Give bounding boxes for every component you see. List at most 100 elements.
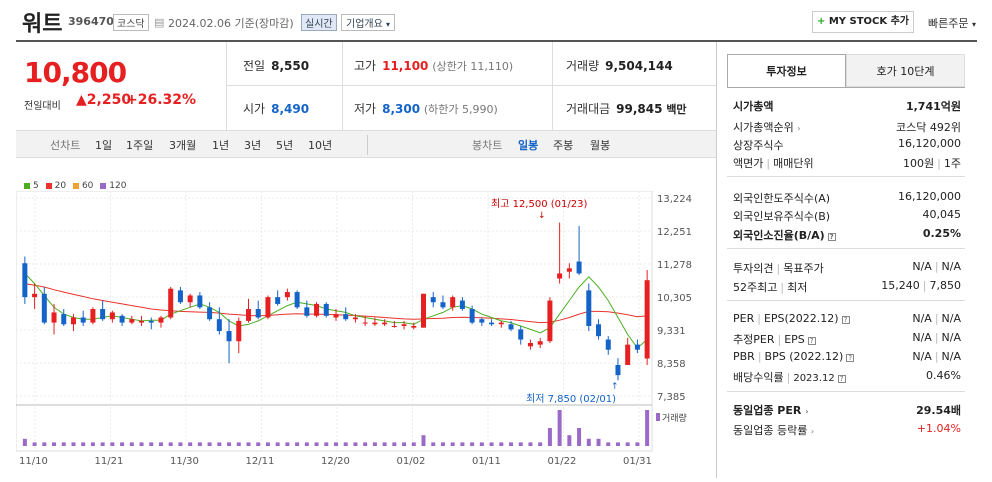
change-percent: +26.32% — [126, 92, 197, 108]
tab-invest-info[interactable]: 투자정보 — [727, 54, 846, 87]
volume-bar — [577, 428, 582, 446]
info-tabs: 투자정보 호가 10단계 — [727, 54, 965, 87]
period-3m[interactable]: 3개월 — [169, 139, 197, 152]
mcap-rank-label: 시가총액순위 — [733, 121, 794, 134]
mystock-add-button[interactable]: + MY STOCK 추가 — [812, 11, 914, 33]
candle-body — [168, 288, 174, 318]
help-icon[interactable]: ? — [841, 316, 850, 324]
candle-body — [284, 292, 290, 298]
x-tick-label: 11/10 — [19, 456, 48, 467]
candle-body — [557, 273, 563, 279]
period-5y[interactable]: 5년 — [276, 139, 294, 152]
candle-chart[interactable]: 13,224 12,251 11,278 10,305 9,331 8,358 7,385 1… — [15, 190, 716, 478]
tab-order-book[interactable]: 호가 10단계 — [846, 54, 965, 87]
volume-bar — [431, 442, 436, 446]
y-tick-label: 12,251 — [657, 227, 692, 238]
volume-bar — [236, 442, 241, 446]
candle-daily[interactable]: 일봉 — [518, 139, 539, 152]
volume-bar — [586, 438, 591, 446]
volume-value: 9,504,144 — [605, 59, 673, 73]
prev-close-label: 전일 — [243, 59, 266, 73]
candle-body — [498, 322, 504, 325]
foreign-hold-label: 외국인보유주식수(B) — [733, 210, 831, 223]
volume-bar — [265, 442, 270, 446]
candle-body — [352, 317, 358, 320]
volume-bar — [42, 442, 47, 446]
candle-body — [527, 342, 533, 347]
x-tick-label: 01/22 — [548, 456, 577, 467]
candle-monthly[interactable]: 월봉 — [590, 139, 611, 152]
period-3y[interactable]: 3년 — [244, 139, 262, 152]
candle-weekly[interactable]: 주봉 — [553, 139, 574, 152]
amount-value: 99,845 — [616, 102, 663, 116]
period-1w[interactable]: 1주일 — [126, 139, 154, 152]
low-price: 저가 8,300 (하한가 5,990) — [354, 100, 498, 117]
up-triangle-icon: ▲ — [76, 92, 87, 108]
help-icon[interactable]: ? — [837, 375, 846, 383]
bps-label: BPS (2022.12) — [764, 350, 844, 363]
y-tick-label: 11,278 — [657, 260, 692, 271]
market-cap-label: 시가총액 — [733, 100, 774, 113]
target-value: N/A — [941, 260, 961, 273]
market-badge: 코스닥 — [113, 14, 149, 31]
candle-body — [586, 290, 592, 326]
help-icon[interactable]: ? — [846, 354, 855, 362]
candle-body — [197, 295, 203, 308]
candle-body — [158, 317, 164, 323]
mystock-label: MY STOCK 추가 — [828, 16, 910, 27]
high-value: 11,100 — [382, 59, 429, 73]
divider — [727, 391, 965, 392]
foreign-ratio-label: 외국인소진율(B/A) — [733, 229, 825, 242]
stock-code: 396470 — [68, 15, 114, 28]
candle-body — [294, 292, 300, 308]
x-tick-label: 01/31 — [623, 456, 652, 467]
candle-body — [625, 344, 631, 365]
legend-swatch — [72, 182, 79, 189]
volume-bar — [90, 442, 95, 446]
help-icon[interactable]: ? — [827, 233, 836, 241]
volume-bar — [518, 442, 523, 446]
volume-bar — [411, 442, 416, 446]
volume-bar — [567, 435, 572, 446]
high-label: 고가 — [354, 59, 377, 73]
period-1d[interactable]: 1일 — [95, 139, 113, 152]
candle-body — [70, 317, 76, 325]
header-divider — [16, 40, 977, 42]
help-icon[interactable]: ? — [807, 337, 816, 345]
candle-body — [634, 344, 640, 350]
volume-bar — [440, 442, 445, 446]
volume-bar — [100, 442, 105, 446]
candle-body — [537, 341, 543, 345]
period-10y[interactable]: 10년 — [308, 139, 333, 152]
volume-bar — [557, 410, 562, 446]
eps-value: N/A — [941, 312, 961, 325]
candle-body — [576, 261, 582, 274]
opinion-value: N/A — [912, 260, 932, 273]
chevron-down-icon: ▾ — [971, 20, 976, 29]
company-info-dropdown[interactable]: 기업개요 ▾ — [341, 14, 396, 31]
period-1y[interactable]: 1년 — [212, 139, 230, 152]
candle-body — [450, 297, 456, 308]
candle-body — [615, 364, 621, 376]
volume-bar — [188, 442, 193, 446]
realtime-button[interactable]: 실시간 — [301, 14, 337, 31]
volume-bar — [509, 442, 514, 446]
volume-bar — [479, 442, 484, 446]
candle-body — [382, 322, 388, 325]
shares-label: 상장주식수 — [733, 139, 784, 152]
candle-body — [547, 300, 553, 342]
candle-body — [51, 312, 57, 323]
trade-unit-label: 매매단위 — [773, 157, 814, 170]
open-label: 시가 — [243, 102, 266, 116]
quick-order-link[interactable]: 빠른주문 ▾ — [928, 15, 976, 31]
candle-body — [362, 322, 368, 324]
candle-body — [411, 325, 417, 328]
chevron-right-icon: › — [810, 427, 815, 436]
candle-body — [245, 309, 251, 321]
candle-body — [148, 320, 154, 323]
candle-body — [596, 324, 602, 337]
volume-label: 거래량 — [566, 59, 600, 73]
volume-bar — [110, 442, 115, 446]
industry-chg-value: +1.04% — [916, 422, 961, 435]
candle-body — [421, 293, 427, 328]
